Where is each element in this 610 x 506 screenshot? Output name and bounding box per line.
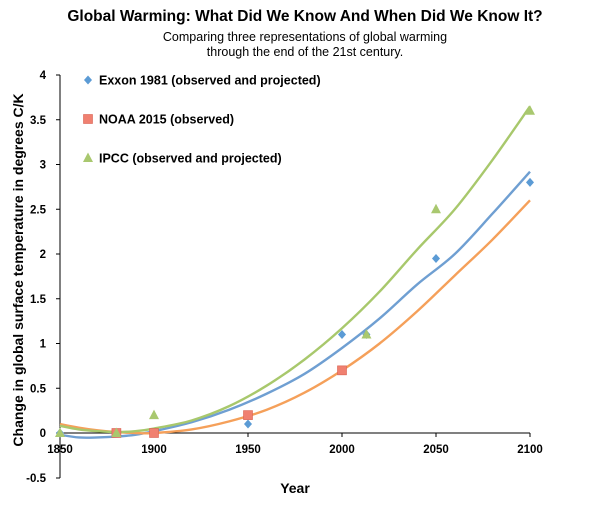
legend-label: NOAA 2015 (observed) xyxy=(99,113,234,127)
exxon-data-point xyxy=(526,177,534,187)
y-tick-label: 2.5 xyxy=(30,204,47,216)
ipcc-trendline xyxy=(59,105,531,434)
x-tick-label: 2050 xyxy=(423,444,449,456)
y-tick-label: 3.5 xyxy=(30,115,47,127)
ipcc-data-point xyxy=(361,329,372,339)
ipcc-data-point xyxy=(431,203,441,214)
noaa-data-point xyxy=(149,428,159,438)
y-tick-label: 2 xyxy=(40,249,46,261)
y-axis-label: Change in global surface temperature in … xyxy=(10,93,26,446)
noaa-trendline xyxy=(59,199,531,435)
legend-label: IPCC (observed and projected) xyxy=(99,152,282,166)
x-tick-label: 2000 xyxy=(329,444,355,456)
ipcc-data-point xyxy=(525,105,535,115)
x-tick-label: 1900 xyxy=(141,444,167,456)
exxon-trendline xyxy=(59,170,531,439)
ipcc-data-point xyxy=(55,427,65,437)
exxon-data-point xyxy=(432,253,440,263)
ipcc-data-point xyxy=(111,427,122,437)
legend-entry-ipcc: IPCC (observed and projected) xyxy=(83,152,282,166)
y-tick-label: -0.5 xyxy=(26,473,46,485)
y-tick-label: 0 xyxy=(40,428,46,440)
exxon-data-point xyxy=(338,330,346,340)
y-tick-label: 1 xyxy=(40,339,47,351)
noaa-data-point xyxy=(337,365,347,376)
noaa-data-point xyxy=(243,410,253,420)
y-tick-label: 0.5 xyxy=(30,383,47,395)
legend-marker xyxy=(83,114,93,124)
exxon-data-point xyxy=(244,419,252,429)
legend-marker xyxy=(83,152,93,162)
legend-entry-noaa: NOAA 2015 (observed) xyxy=(83,113,234,127)
legend-marker xyxy=(84,75,92,85)
y-tick-label: 4 xyxy=(40,70,47,82)
y-tick-label: 3 xyxy=(40,160,46,172)
x-tick-label: 1950 xyxy=(235,444,261,456)
x-axis-label: Year xyxy=(280,480,310,496)
chart-title: Global Warming: What Did We Know And Whe… xyxy=(67,8,543,25)
y-tick-label: 1.5 xyxy=(30,294,47,306)
x-tick-label: 1850 xyxy=(47,444,73,456)
ipcc-data-point xyxy=(149,409,159,420)
legend-entry-exxon: Exxon 1981 (observed and projected) xyxy=(84,74,321,88)
legend-label: Exxon 1981 (observed and projected) xyxy=(99,74,321,88)
chart-subtitle: Comparing three representations of globa… xyxy=(162,30,448,59)
x-tick-label: 2100 xyxy=(517,444,543,456)
